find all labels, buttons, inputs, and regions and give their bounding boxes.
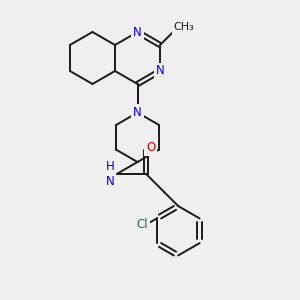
Text: N: N	[133, 106, 142, 119]
Text: N: N	[156, 64, 164, 77]
Text: Cl: Cl	[137, 218, 148, 231]
Text: N: N	[133, 26, 142, 38]
Text: H
N: H N	[106, 160, 114, 188]
Text: CH₃: CH₃	[173, 22, 194, 32]
Text: O: O	[146, 141, 155, 154]
